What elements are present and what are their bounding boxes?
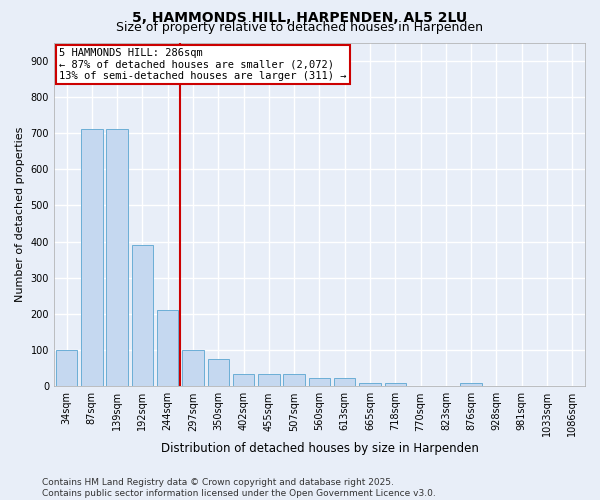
Bar [309,378,330,386]
Bar [182,350,204,387]
Bar [460,384,482,386]
Bar [56,350,77,387]
Bar [208,359,229,386]
Bar [359,382,381,386]
Bar [334,378,355,386]
Y-axis label: Number of detached properties: Number of detached properties [15,126,25,302]
Bar [283,374,305,386]
Bar [157,310,178,386]
Bar [81,130,103,386]
Text: Contains HM Land Registry data © Crown copyright and database right 2025.
Contai: Contains HM Land Registry data © Crown c… [42,478,436,498]
Text: Size of property relative to detached houses in Harpenden: Size of property relative to detached ho… [116,21,484,34]
Bar [233,374,254,386]
Bar [131,245,153,386]
Bar [258,374,280,386]
Text: 5, HAMMONDS HILL, HARPENDEN, AL5 2LU: 5, HAMMONDS HILL, HARPENDEN, AL5 2LU [133,11,467,25]
Bar [385,384,406,386]
Bar [106,130,128,386]
Text: 5 HAMMONDS HILL: 286sqm
← 87% of detached houses are smaller (2,072)
13% of semi: 5 HAMMONDS HILL: 286sqm ← 87% of detache… [59,48,347,81]
X-axis label: Distribution of detached houses by size in Harpenden: Distribution of detached houses by size … [161,442,478,455]
